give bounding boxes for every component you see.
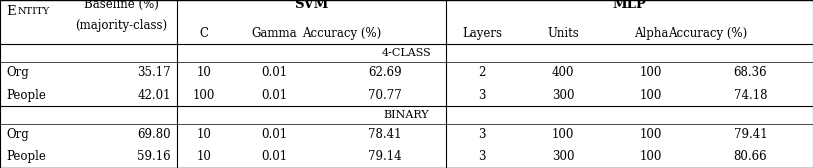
Text: MLP: MLP — [612, 0, 646, 11]
Text: 59.16: 59.16 — [137, 151, 171, 163]
Text: 10: 10 — [197, 151, 211, 163]
Text: Gamma: Gamma — [251, 27, 297, 40]
Text: E: E — [7, 5, 16, 18]
Text: Org: Org — [7, 67, 29, 79]
Text: 100: 100 — [640, 151, 663, 163]
Text: Units: Units — [547, 27, 579, 40]
Text: 3: 3 — [479, 128, 486, 141]
Text: SVM: SVM — [294, 0, 328, 11]
Text: Accuracy (%): Accuracy (%) — [302, 27, 381, 40]
Text: Baseline (%): Baseline (%) — [84, 0, 159, 11]
Text: NTITY: NTITY — [18, 7, 50, 16]
Text: 78.41: 78.41 — [368, 128, 402, 141]
Text: 79.14: 79.14 — [367, 151, 402, 163]
Text: 35.17: 35.17 — [137, 67, 171, 79]
Text: 0.01: 0.01 — [261, 128, 287, 141]
Text: 0.01: 0.01 — [261, 89, 287, 101]
Text: 3: 3 — [479, 89, 486, 101]
Text: 100: 100 — [640, 128, 663, 141]
Text: 100: 100 — [552, 128, 574, 141]
Text: People: People — [7, 151, 46, 163]
Text: 300: 300 — [552, 89, 574, 101]
Text: C: C — [199, 27, 209, 40]
Text: 3: 3 — [479, 151, 486, 163]
Text: 62.69: 62.69 — [367, 67, 402, 79]
Text: Org: Org — [7, 128, 29, 141]
Text: 0.01: 0.01 — [261, 151, 287, 163]
Text: 70.77: 70.77 — [367, 89, 402, 101]
Text: 100: 100 — [640, 67, 663, 79]
Text: People: People — [7, 89, 46, 101]
Text: 100: 100 — [193, 89, 215, 101]
Text: 300: 300 — [552, 151, 574, 163]
Text: 42.01: 42.01 — [137, 89, 171, 101]
Text: 4-CLASS: 4-CLASS — [381, 48, 432, 58]
Text: 80.66: 80.66 — [733, 151, 767, 163]
Text: 400: 400 — [552, 67, 574, 79]
Text: 74.18: 74.18 — [733, 89, 767, 101]
Text: 10: 10 — [197, 128, 211, 141]
Text: 2: 2 — [479, 67, 486, 79]
Text: (majority-class): (majority-class) — [75, 18, 167, 32]
Text: 100: 100 — [640, 89, 663, 101]
Text: 0.01: 0.01 — [261, 67, 287, 79]
Text: BINARY: BINARY — [384, 110, 429, 120]
Text: 79.41: 79.41 — [733, 128, 767, 141]
Text: 69.80: 69.80 — [137, 128, 171, 141]
Text: 10: 10 — [197, 67, 211, 79]
Text: 68.36: 68.36 — [733, 67, 767, 79]
Text: Accuracy (%): Accuracy (%) — [667, 27, 747, 40]
Text: Alpha: Alpha — [634, 27, 668, 40]
Text: Layers: Layers — [463, 27, 502, 40]
